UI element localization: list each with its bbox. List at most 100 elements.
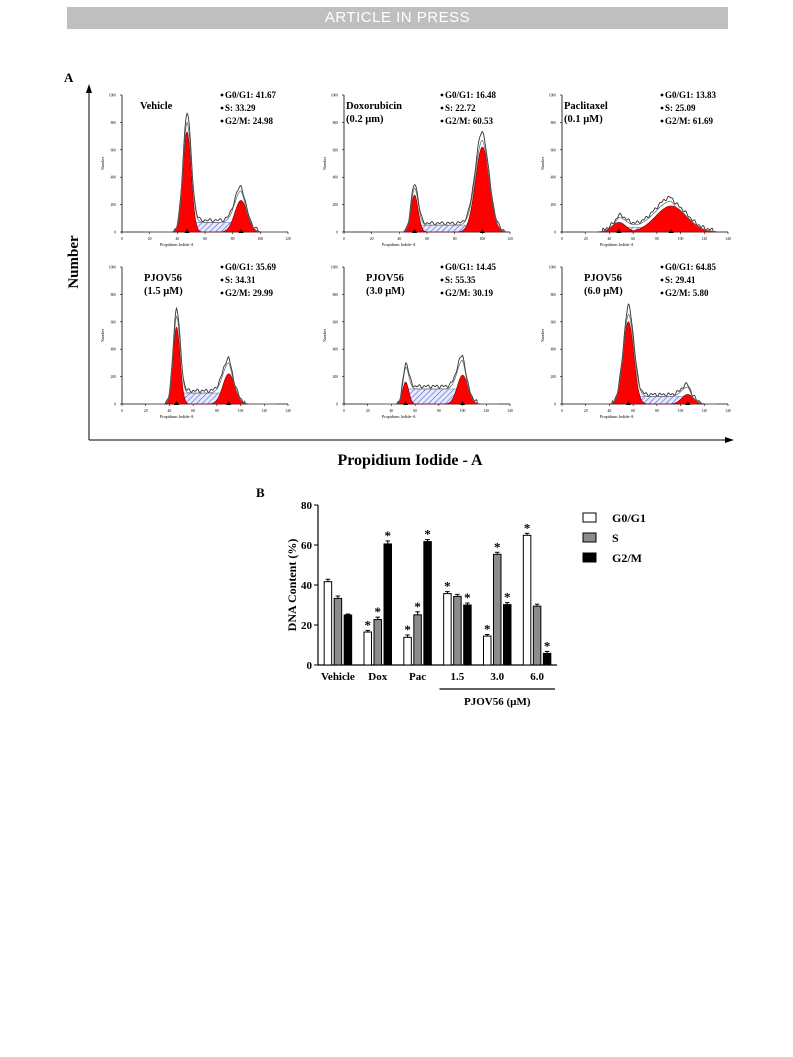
bar-g2-m [423,541,432,666]
fit-envelope-line [367,359,499,405]
histogram-x-tick-label: 140 [507,409,513,413]
histogram-y-tick-label: 400 [333,176,339,180]
bar-chart-y-tick-label: 40 [301,580,313,592]
phase-stat: S: 55.35 [445,275,476,285]
histogram-x-tick-label: 140 [725,409,731,413]
legend-swatch [582,532,597,543]
histogram-x-label: Propidium Iodide-A [160,242,194,247]
peak-marker-triangle [184,229,190,233]
histogram-panel: 0 200 400 600 800 1000 0 20 40 60 80 100 120 Number Pr… [322,90,513,247]
bar-g2-m [542,652,552,666]
stat-bullet [220,119,224,123]
histogram-y-tick-label: 800 [333,121,339,125]
histogram-x-tick-label: 120 [261,409,267,413]
histogram-x-tick-label: 0 [343,237,345,241]
significance-asterisk: * [385,528,392,543]
histogram-x-tick-label: 40 [608,409,612,413]
g1-peak-region [585,321,717,405]
stat-bullet [220,93,224,97]
histogram-y-tick-label: 0 [554,231,556,235]
histogram-y-tick-label: 0 [114,231,116,235]
histogram-x-tick-label: 40 [390,409,394,413]
histogram-y-tick-label: 800 [111,121,117,125]
histogram-x-tick-label: 20 [366,409,370,413]
histogram-y-label: Number [540,328,545,342]
histogram-y-tick-label: 200 [333,203,339,207]
histogram-title: Vehicle [140,101,173,112]
histogram-x-tick-label: 0 [561,409,563,413]
histogram-x-tick-label: 20 [370,237,374,241]
significance-asterisk: * [464,590,471,605]
histogram-x-tick-label: 60 [631,237,635,241]
bar-category-label: 1.5 [451,671,465,683]
histogram-x-tick-label: 60 [631,409,635,413]
phase-stat: S: 34.31 [225,275,256,285]
histogram-x-tick-label: 80 [453,237,457,241]
stat-bullet [440,119,444,123]
histogram-y-tick-label: 800 [333,293,339,297]
g1-peak-region [149,131,286,233]
pjov56-group-label: PJOV56 (µM) [464,696,531,708]
peak-marker-triangle [479,229,485,233]
significance-asterisk: * [424,527,431,542]
stat-bullet [440,106,444,110]
histogram-x-tick-label: 80 [655,409,659,413]
bar-chart-y-tick-label: 0 [307,660,313,672]
raw-histogram-line [585,195,717,233]
histogram-title: PJOV56 [144,273,182,284]
raw-histogram-line [145,306,277,405]
histogram-x-tick-label: 100 [678,409,684,413]
s-phase-region [367,388,499,405]
panel-a-label: A [64,70,74,85]
histogram-x-tick-label: 140 [725,237,731,241]
histogram-y-tick-label: 1000 [549,266,556,270]
bar-s [413,614,422,666]
peak-marker-triangle [226,401,232,405]
bar-s [453,595,462,666]
stat-bullet [660,93,664,97]
histogram-x-label: Propidium Iodide-A [600,414,634,419]
legend-label: G0/G1 [612,511,646,525]
bar-s [532,605,542,666]
bar-chart-y-tick-label: 60 [301,540,313,552]
histogram-x-tick-label: 80 [215,409,219,413]
bar-category-label: 3.0 [490,671,504,683]
peak-marker-triangle [460,401,466,405]
histogram-y-tick-label: 600 [551,148,557,152]
bar-s [333,597,343,666]
significance-asterisk: * [484,622,491,637]
histogram-x-tick-label: 120 [507,237,513,241]
phase-stat: G0/G1: 14.45 [445,262,496,272]
histogram-title: PJOV56 [366,273,404,284]
phase-stat: G0/G1: 16.48 [445,90,496,100]
histogram-x-tick-label: 80 [437,409,441,413]
histogram-y-tick-label: 400 [333,348,339,352]
peak-marker-triangle [238,229,244,233]
peak-marker-triangle [174,401,180,405]
histogram-x-tick-label: 20 [584,237,588,241]
histogram-y-tick-label: 0 [114,403,116,407]
histogram-x-tick-label: 40 [608,237,612,241]
histogram-y-tick-label: 600 [111,320,117,324]
bar-category-label: Dox [368,671,387,683]
phase-stat: S: 22.72 [445,103,476,113]
significance-asterisk: * [444,579,451,594]
histogram-x-tick-label: 60 [425,237,429,241]
stat-bullet [220,265,224,269]
histogram-title: (1.5 µM) [144,286,183,297]
bar-g2-m [343,614,353,666]
histogram-y-tick-label: 200 [551,203,557,207]
histogram-y-tick-label: 600 [333,148,339,152]
histogram-title: (0.1 µM) [564,114,603,125]
histogram-y-tick-label: 200 [333,375,339,379]
histogram-x-tick-label: 120 [701,409,707,413]
histogram-y-tick-label: 1000 [109,266,116,270]
bar-g2-m [503,604,512,666]
histogram-x-tick-label: 40 [168,409,172,413]
peak-marker-triangle [625,401,631,405]
phase-stat: S: 25.09 [665,103,696,113]
peak-marker-triangle [685,401,691,405]
stat-bullet [440,93,444,97]
stat-bullet [220,278,224,282]
